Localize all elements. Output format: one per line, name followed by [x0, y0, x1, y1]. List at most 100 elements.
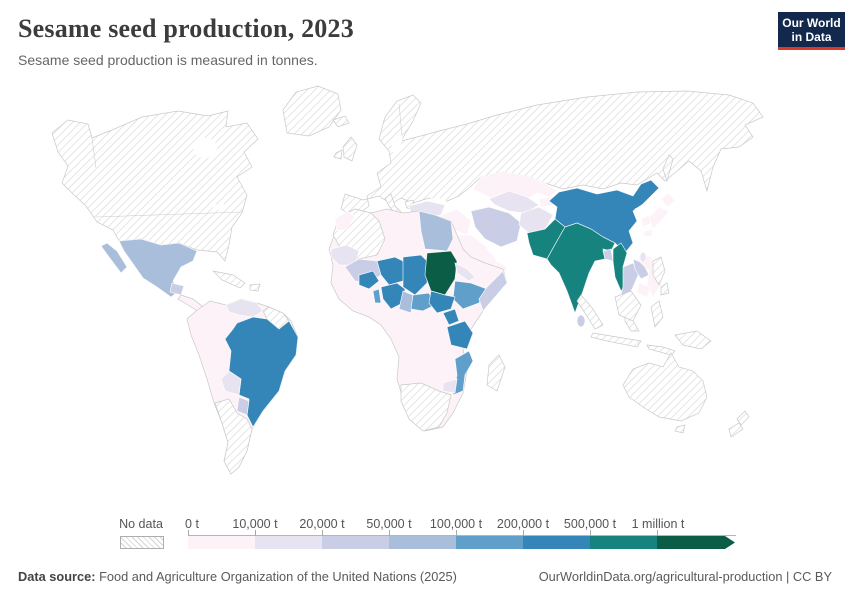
- country-zimbabwe[interactable]: [442, 378, 458, 394]
- legend-tick: [657, 530, 658, 536]
- footer-data-source-text: Food and Agriculture Organization of the…: [95, 569, 457, 584]
- country-somalia[interactable]: [478, 270, 508, 312]
- country-brazil[interactable]: [224, 316, 299, 428]
- country-japan-hokkaido[interactable]: [660, 192, 676, 208]
- owid-logo[interactable]: Our World in Data: [778, 12, 845, 50]
- region-madagascar[interactable]: [486, 354, 506, 392]
- scandinavia-border: [398, 103, 403, 137]
- country-central-african-republic[interactable]: [410, 292, 436, 312]
- region-philippines-south[interactable]: [660, 282, 670, 296]
- legend-swatch-3[interactable]: [389, 536, 456, 549]
- country-bolivia[interactable]: [220, 370, 242, 396]
- owid-logo-line1: Our World: [782, 15, 841, 30]
- country-south-sudan[interactable]: [428, 290, 456, 314]
- legend-bin-label-1: 10,000 t: [232, 517, 278, 531]
- region-new-guinea[interactable]: [674, 330, 712, 350]
- legend-bar-topline: [188, 535, 736, 536]
- baltic-sea: [391, 133, 403, 153]
- caspian-sea: [472, 191, 482, 213]
- region-new-zealand-south[interactable]: [728, 422, 744, 438]
- legend-no-data-label: No data: [119, 517, 163, 531]
- region-borneo[interactable]: [614, 290, 642, 322]
- legend-no-data-swatch[interactable]: [120, 536, 164, 549]
- country-uganda[interactable]: [442, 308, 460, 326]
- country-benin-togo[interactable]: [372, 288, 382, 304]
- region-new-zealand-north[interactable]: [736, 410, 750, 426]
- legend-tick: [456, 530, 457, 536]
- region-sakhalin[interactable]: [662, 154, 674, 183]
- region-italy[interactable]: [384, 193, 402, 217]
- country-japan-honshu[interactable]: [648, 206, 670, 230]
- great-lakes: [213, 204, 227, 210]
- legend-swatch-4[interactable]: [456, 536, 523, 549]
- country-sri-lanka[interactable]: [576, 314, 586, 328]
- legend-swatch-1[interactable]: [255, 536, 322, 549]
- country-burkina-faso[interactable]: [358, 270, 380, 290]
- region-ireland[interactable]: [333, 149, 343, 160]
- legend-swatch-0[interactable]: [188, 536, 255, 549]
- country-eritrea[interactable]: [454, 262, 476, 282]
- region-sulawesi[interactable]: [650, 300, 664, 328]
- region-greenland[interactable]: [282, 85, 342, 137]
- region-lesser-sunda[interactable]: [646, 344, 676, 356]
- country-cambodia[interactable]: [636, 282, 652, 298]
- country-north-korea[interactable]: [634, 204, 648, 218]
- legend-tick: [523, 530, 524, 536]
- region-iceland[interactable]: [332, 115, 350, 128]
- legend-tick: [590, 530, 591, 536]
- legend-swatch-6[interactable]: [590, 536, 657, 549]
- legend-bin-label-7: 1 million t: [631, 517, 685, 531]
- legend-tick: [389, 530, 390, 536]
- us-canada-border: [95, 211, 243, 218]
- country-japan-kyushu[interactable]: [642, 228, 654, 238]
- country-venezuela[interactable]: [225, 298, 264, 318]
- country-egypt[interactable]: [418, 210, 454, 252]
- legend-bin-label-5: 200,000 t: [496, 517, 550, 531]
- legend-tick: [322, 530, 323, 536]
- region-argentina-chile[interactable]: [214, 398, 253, 475]
- region-north-america[interactable]: [51, 110, 259, 262]
- country-morocco[interactable]: [334, 210, 356, 232]
- legend-swatch-7[interactable]: [657, 536, 735, 549]
- country-kazakhstan[interactable]: [472, 171, 558, 202]
- region-eurasia-nodata[interactable]: [340, 90, 764, 218]
- legend-bin-label-4: 100,000 t: [429, 517, 483, 531]
- legend-swatch-2[interactable]: [322, 536, 389, 549]
- country-chad[interactable]: [402, 254, 430, 296]
- region-sumatra[interactable]: [576, 294, 604, 330]
- legend-bin-label-3: 50,000 t: [366, 517, 412, 531]
- persian-gulf: [486, 247, 498, 255]
- legend-bin-label-2: 20,000 t: [299, 517, 345, 531]
- country-iran[interactable]: [470, 206, 522, 248]
- country-tanzania[interactable]: [446, 320, 474, 350]
- legend-tick: [255, 530, 256, 536]
- region-united-kingdom[interactable]: [342, 136, 358, 162]
- legend-swatch-5[interactable]: [523, 536, 590, 549]
- alaska-border: [91, 137, 97, 169]
- hudson-bay: [193, 138, 217, 158]
- region-hispaniola[interactable]: [249, 283, 261, 292]
- legend-tick: [188, 530, 189, 536]
- country-mexico[interactable]: [118, 238, 198, 298]
- legend-bin-label-0: 0 t: [185, 517, 199, 531]
- footer-data-source: Data source: Food and Agriculture Organi…: [18, 569, 457, 584]
- country-cameroon[interactable]: [398, 290, 414, 314]
- footer-link[interactable]: OurWorldinData.org/agricultural-producti…: [538, 569, 832, 584]
- region-southern-africa[interactable]: [400, 382, 452, 432]
- region-philippines[interactable]: [652, 256, 666, 286]
- country-mexico-baja[interactable]: [100, 242, 128, 274]
- region-tasmania[interactable]: [674, 424, 686, 434]
- owid-logo-line2: in Data: [791, 29, 832, 44]
- country-paraguay[interactable]: [236, 396, 250, 416]
- country-sudan[interactable]: [424, 250, 458, 296]
- country-mozambique[interactable]: [452, 350, 474, 396]
- region-australia[interactable]: [622, 352, 708, 422]
- region-cuba[interactable]: [211, 270, 246, 289]
- page-title: Sesame seed production, 2023: [18, 14, 354, 43]
- region-java[interactable]: [590, 332, 642, 348]
- page-subtitle: Sesame seed production is measured in to…: [18, 52, 318, 68]
- legend-bin-label-6: 500,000 t: [563, 517, 617, 531]
- country-taiwan[interactable]: [639, 251, 647, 263]
